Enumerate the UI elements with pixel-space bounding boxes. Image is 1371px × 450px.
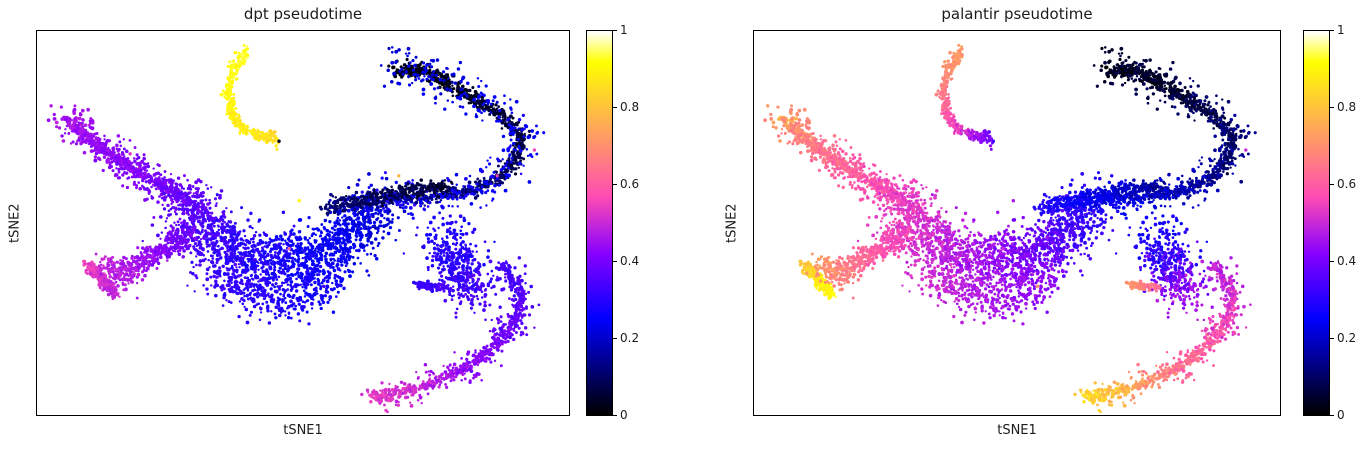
colorbar-tick <box>1330 338 1334 339</box>
colorbar-tick <box>613 184 617 185</box>
colorbar-dpt: 0 0.2 0.4 0.6 0.8 1 <box>586 23 639 422</box>
x-axis-label-dpt: tSNE1 <box>283 423 323 438</box>
colorbar-tick-label: 0 <box>620 408 628 422</box>
plot-area-palantir <box>753 30 1281 416</box>
colorbar-tick <box>613 107 617 108</box>
colorbar-tick-label: 0 <box>1337 408 1345 422</box>
colorbar-tick-label: 0.8 <box>620 100 640 114</box>
colorbar-tick <box>1330 261 1334 262</box>
colorbar-tick-label: 0.4 <box>620 254 640 268</box>
x-axis-label-palantir: tSNE1 <box>997 423 1037 438</box>
colorbar-tick-label: 0.6 <box>1337 177 1357 191</box>
colorbar-tick <box>1330 30 1334 31</box>
colorbar-tick-label: 0.6 <box>620 177 640 191</box>
colorbar-tick-label: 0.2 <box>1337 331 1357 345</box>
colorbar-tick-label: 0.2 <box>620 331 640 345</box>
colorbar-gradient-palantir <box>1303 30 1330 416</box>
colorbar-tick-label: 0.8 <box>1337 100 1357 114</box>
plot-area-dpt <box>36 30 570 416</box>
scatter-canvas-dpt <box>37 31 569 415</box>
y-axis-label-dpt: tSNE2 <box>7 203 23 243</box>
colorbar-palantir: 0 0.2 0.4 0.6 0.8 1 <box>1303 23 1356 422</box>
colorbar-tick <box>613 30 617 31</box>
colorbar-tick <box>613 261 617 262</box>
y-axis-label-palantir: tSNE2 <box>724 203 740 243</box>
plot-title-dpt: dpt pseudotime <box>243 5 363 23</box>
colorbar-tick <box>613 415 617 416</box>
colorbar-tick-label: 1 <box>1337 23 1345 37</box>
colorbar-tick-label: 1 <box>620 23 628 37</box>
colorbar-tick-label: 0.4 <box>1337 254 1357 268</box>
colorbar-tick <box>1330 415 1334 416</box>
colorbar-tick <box>1330 184 1334 185</box>
scatter-canvas-palantir <box>754 31 1280 415</box>
colorbar-tick <box>1330 107 1334 108</box>
plot-title-palantir: palantir pseudotime <box>941 5 1093 23</box>
colorbar-gradient-dpt <box>586 30 613 416</box>
colorbar-tick <box>613 338 617 339</box>
